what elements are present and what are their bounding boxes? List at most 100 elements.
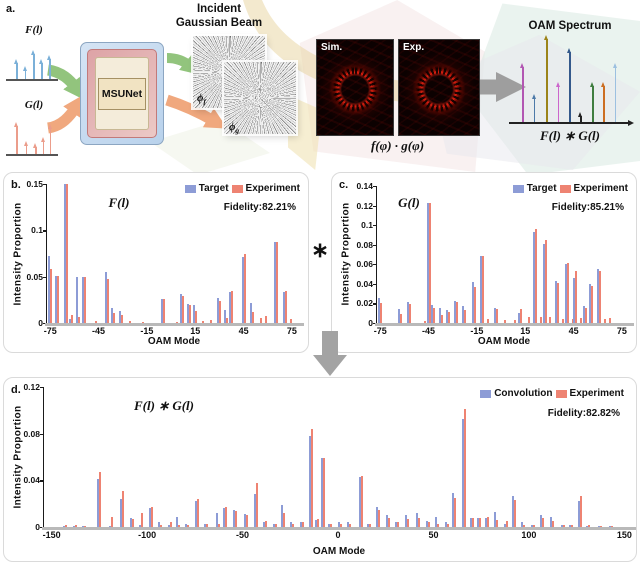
bar-experiment bbox=[562, 319, 565, 323]
bar-experiment bbox=[544, 239, 547, 323]
bar-target bbox=[119, 310, 122, 323]
bar-experiment bbox=[575, 271, 578, 323]
bar-experiment bbox=[506, 521, 508, 527]
bar-convolution bbox=[273, 523, 275, 527]
bar-target bbox=[249, 302, 252, 323]
bar-convolution bbox=[168, 524, 170, 527]
bar-convolution bbox=[521, 522, 524, 527]
bar-experiment bbox=[84, 525, 87, 527]
bar-convolution bbox=[148, 508, 151, 527]
y-tick-label: 0.08 bbox=[23, 428, 40, 439]
bar-convolution bbox=[253, 494, 256, 527]
y-tick-label: 0.02 bbox=[356, 298, 373, 309]
panel-b-plot: 0 0.05 0.1 0.15 -75 -45 -15 15 45 75 bbox=[26, 179, 304, 336]
oam-spectrum-title: OAM Spectrum bbox=[528, 20, 612, 32]
bar-experiment bbox=[217, 523, 220, 527]
bar-experiment bbox=[433, 308, 436, 323]
bar-experiment bbox=[121, 314, 124, 323]
bar-experiment bbox=[330, 523, 333, 527]
bar-experiment bbox=[339, 523, 342, 527]
panel-d-title: F(l) ∗ G(l) bbox=[134, 398, 194, 413]
bar-convolution bbox=[358, 476, 361, 527]
x-tick-label: -15 bbox=[140, 326, 154, 336]
sim-label: Sim. bbox=[321, 42, 343, 53]
bar-target bbox=[186, 304, 189, 323]
y-tick-mark bbox=[40, 433, 44, 435]
spectrum-stem-arrowhead bbox=[531, 93, 536, 99]
bar-experiment bbox=[539, 317, 542, 323]
bar-experiment bbox=[409, 304, 412, 323]
x-tick-label: 75 bbox=[286, 326, 297, 336]
bar-experiment bbox=[195, 310, 198, 323]
y-tick-mark bbox=[43, 323, 47, 325]
bar-experiment bbox=[455, 302, 458, 323]
spectrum-stem bbox=[33, 54, 35, 79]
bar-experiment bbox=[437, 523, 440, 527]
bar-convolution bbox=[469, 517, 472, 527]
panel-d: d. Intensity Proportion F(l) ∗ G(l) Conv… bbox=[3, 377, 637, 562]
bar-experiment bbox=[234, 510, 237, 527]
spectrum-stem-arrowhead bbox=[589, 81, 594, 87]
bar-experiment bbox=[513, 500, 516, 527]
bar-experiment bbox=[246, 515, 249, 527]
panel-d-legend: Convolution Experiment bbox=[480, 388, 624, 399]
bar-convolution bbox=[320, 458, 323, 527]
bar-target bbox=[69, 319, 72, 323]
bar-experiment bbox=[259, 318, 262, 323]
y-tick-mark bbox=[373, 186, 377, 188]
bar-experiment bbox=[380, 303, 383, 323]
bar-experiment bbox=[275, 242, 278, 323]
y-tick-label: 0 bbox=[35, 522, 40, 532]
y-tick-mark bbox=[43, 276, 47, 278]
y-tick-label: 0.14 bbox=[356, 181, 373, 191]
bar-experiment bbox=[520, 309, 523, 323]
bar-experiment bbox=[201, 321, 204, 323]
bar-experiment bbox=[275, 523, 277, 527]
msunet-to-phase-f-arrow bbox=[166, 53, 201, 75]
y-tick-label: 0.04 bbox=[23, 475, 40, 486]
bar-target bbox=[494, 308, 497, 323]
phase-mask-g bbox=[224, 62, 296, 134]
bar-experiment bbox=[360, 475, 363, 527]
bar-experiment bbox=[446, 523, 449, 527]
spectrum-stem-arrowhead bbox=[31, 50, 35, 56]
bar-target bbox=[241, 257, 244, 323]
bar-experiment bbox=[290, 319, 293, 323]
bar-experiment bbox=[387, 517, 390, 527]
bar-convolution bbox=[263, 522, 266, 527]
spectrum-stem bbox=[35, 146, 37, 154]
legend-label-convolution: Convolution bbox=[494, 388, 553, 399]
bar-target bbox=[542, 243, 545, 323]
legend-swatch-target bbox=[512, 184, 524, 193]
bar-target bbox=[283, 291, 286, 323]
x-tick-label: -50 bbox=[236, 530, 250, 540]
y-tick-label: 0.15 bbox=[26, 179, 43, 189]
bar-experiment bbox=[611, 525, 613, 527]
bar-convolution bbox=[290, 522, 293, 527]
bar-convolution bbox=[376, 507, 379, 527]
panel-c-xlabel: OAM Mode bbox=[477, 336, 531, 347]
convolution-operator: ∗ bbox=[311, 238, 329, 262]
y-tick-label: 0.1 bbox=[361, 220, 373, 231]
bar-experiment bbox=[95, 321, 98, 323]
bar-experiment bbox=[243, 253, 246, 323]
bar-experiment bbox=[523, 524, 526, 527]
x-tick-label: 45 bbox=[568, 326, 579, 336]
f-to-msunet-arrow bbox=[46, 64, 86, 101]
legend-label-target: Target bbox=[526, 183, 557, 194]
bar-experiment bbox=[599, 271, 602, 323]
bar-target bbox=[104, 272, 107, 323]
spectrum-stem bbox=[546, 39, 548, 123]
bar-experiment bbox=[427, 522, 430, 527]
panel-c-title: G(l) bbox=[398, 195, 420, 210]
bar-experiment bbox=[322, 458, 325, 527]
panel-d-ylabel: Intensity Proportion bbox=[12, 405, 24, 509]
spectrum-stem bbox=[16, 125, 18, 154]
spectrum-stem bbox=[614, 67, 617, 123]
bar-experiment bbox=[609, 318, 612, 323]
msunet-box-middle: MSUNet bbox=[87, 49, 157, 138]
bar-convolution bbox=[337, 522, 340, 527]
bar-convolution bbox=[366, 523, 369, 527]
y-tick-label: 0.08 bbox=[356, 239, 373, 250]
